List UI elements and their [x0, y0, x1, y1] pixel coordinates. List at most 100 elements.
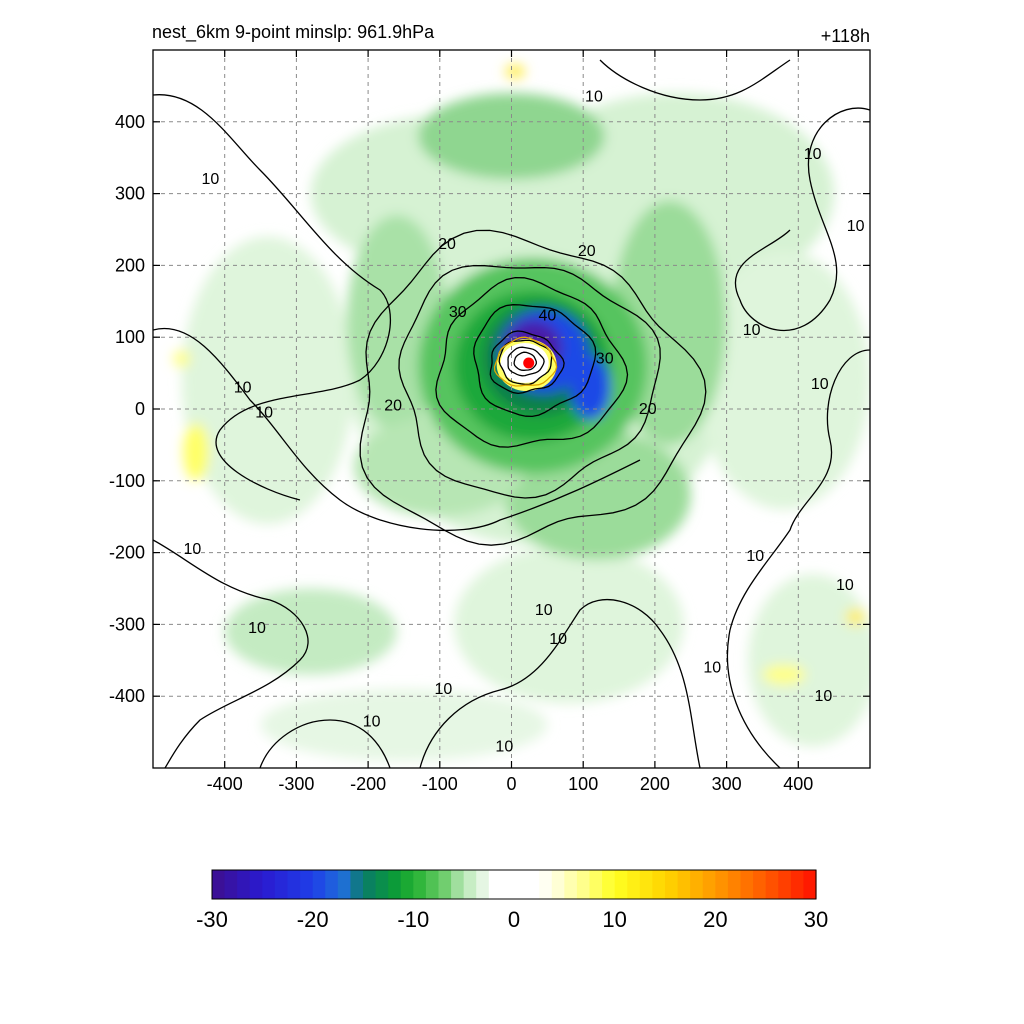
- y-tick-label: -200: [109, 543, 145, 563]
- colorbar-cell: [665, 870, 679, 899]
- colorbar-cell: [400, 870, 414, 899]
- colorbar-cell: [312, 870, 326, 899]
- colorbar-frame: [211, 869, 817, 900]
- contour-line: [153, 94, 392, 501]
- colorbar-cell: [727, 870, 742, 899]
- contour-label: 20: [438, 236, 456, 253]
- chart-title: nest_6km 9-point minslp: 961.9hPa: [152, 22, 435, 42]
- y-tick-label: 300: [115, 184, 145, 204]
- colorbar-cell: [325, 870, 339, 899]
- y-tick-label: -300: [109, 614, 145, 634]
- contour-label: 10: [255, 405, 273, 422]
- colorbar-cell: [803, 870, 817, 899]
- contour-line: [259, 719, 391, 768]
- colorbar-cell: [463, 870, 477, 899]
- x-tick-label: 0: [506, 774, 516, 794]
- colorbar-cell: [690, 870, 704, 899]
- contour-label: 10: [585, 89, 603, 106]
- colorbar-cell: [677, 870, 691, 899]
- contour-line: [153, 327, 641, 532]
- colorbar-cell: [224, 870, 238, 899]
- colorbar-cell: [249, 870, 263, 899]
- colorbar-cell: [627, 870, 641, 899]
- contour-label: 10: [234, 379, 252, 396]
- field-patch: [762, 664, 806, 685]
- colorbar-tick-label: -20: [297, 907, 329, 932]
- wind-speed-contours: [153, 59, 870, 768]
- y-tick-label: 200: [115, 255, 145, 275]
- y-tick-label: -400: [109, 686, 145, 706]
- contour-label: 10: [836, 577, 854, 594]
- contour-label: 10: [549, 631, 567, 648]
- colorbar-cell: [451, 870, 465, 899]
- colorbar-cell: [589, 870, 603, 899]
- field-patch: [454, 545, 684, 704]
- contour-label: 10: [743, 322, 761, 339]
- colorbar-cell: [287, 870, 301, 899]
- contour-label: 10: [201, 171, 219, 188]
- field-patch: [505, 64, 526, 79]
- contour-line: [507, 346, 545, 377]
- contour-label: 10: [184, 541, 202, 558]
- y-tick-label: 400: [115, 112, 145, 132]
- colorbar-cell: [413, 870, 427, 899]
- colorbar-cell: [539, 870, 553, 899]
- colorbar-cell: [237, 870, 251, 899]
- contour-labels: 1010101010101010101010101010101010101020…: [184, 89, 865, 756]
- field-patch: [845, 608, 866, 626]
- contour-label: 20: [384, 397, 402, 414]
- field-patch: [224, 588, 397, 675]
- forecast-hour-label: +118h: [820, 26, 870, 46]
- contour-label: 40: [538, 308, 556, 325]
- colorbar-cell: [639, 870, 654, 899]
- colorbar-cell: [778, 870, 792, 899]
- contour-label: 10: [703, 659, 721, 676]
- colorbar-cell: [602, 870, 616, 899]
- x-tick-label: 200: [640, 774, 670, 794]
- colorbar-cell: [388, 870, 402, 899]
- contour-line: [153, 539, 309, 768]
- plot-area: 1010101010101010101010101010101010101020…: [109, 49, 871, 794]
- colorbar-cell: [375, 870, 389, 899]
- field-patch: [260, 689, 548, 761]
- x-tick-label: -200: [350, 774, 386, 794]
- colorbar-cell: [702, 870, 716, 899]
- colorbar-cells: [212, 870, 817, 899]
- x-tick-label: 300: [712, 774, 742, 794]
- colorbar-tick-label: -10: [397, 907, 429, 932]
- colorbar-tick-label: 30: [804, 907, 828, 932]
- contour-label: 20: [639, 401, 657, 418]
- contour-line: [398, 264, 661, 499]
- field-patch: [570, 355, 611, 420]
- contour-label: 10: [814, 688, 832, 705]
- contour-line: [473, 304, 597, 418]
- colorbar-cell: [300, 870, 314, 899]
- contour-label: 10: [495, 738, 513, 755]
- colorbar: -30 -20 -10 0 10 20 30: [196, 869, 828, 932]
- field-patch: [418, 93, 605, 180]
- field-patch: [748, 574, 870, 747]
- field-patch: [697, 251, 870, 510]
- colorbar-cell: [551, 870, 565, 899]
- contour-label: 10: [804, 146, 822, 163]
- y-tick-label: -100: [109, 471, 145, 491]
- colorbar-cell: [488, 870, 503, 899]
- colorbar-ticks: -30 -20 -10 0 10 20 30: [196, 907, 828, 932]
- contour-label: 10: [434, 681, 452, 698]
- colorbar-cell: [790, 870, 805, 899]
- x-axis: -400 -300 -200 -100 0 100 200 300 400: [207, 50, 813, 794]
- x-tick-label: 400: [783, 774, 813, 794]
- x-tick-label: -300: [278, 774, 314, 794]
- colorbar-cell: [476, 870, 490, 899]
- colorbar-cell: [212, 870, 226, 899]
- colorbar-cell: [740, 870, 754, 899]
- contour-line: [493, 336, 558, 387]
- colorbar-cell: [337, 870, 352, 899]
- colorbar-cell: [526, 870, 540, 899]
- contour-line: [734, 107, 870, 332]
- contour-label: 20: [578, 243, 596, 260]
- colorbar-tick-label: 10: [602, 907, 626, 932]
- contour-label: 10: [248, 620, 266, 637]
- contour-line: [513, 351, 537, 371]
- colorbar-tick-label: 0: [508, 907, 520, 932]
